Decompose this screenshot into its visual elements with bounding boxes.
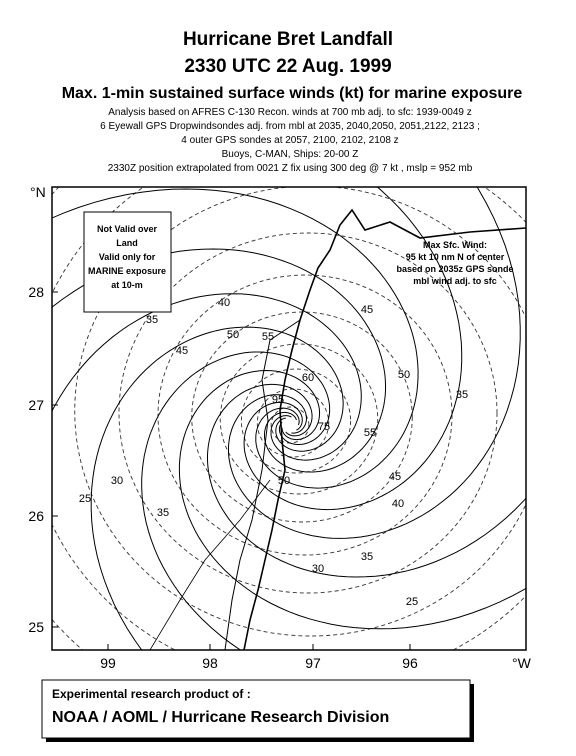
- notes: Analysis based on AFRES C-130 Recon. win…: [100, 107, 480, 174]
- coastline: [243, 208, 526, 650]
- coastline: [224, 319, 301, 650]
- lon-tick-label: 97: [305, 655, 321, 671]
- warning: Not Valid over Land Valid only for MARINE e…: [88, 224, 166, 290]
- warning-line: Land: [116, 238, 138, 248]
- streamline: [178, 369, 526, 630]
- lon-tick-label: 98: [202, 655, 218, 671]
- streamline: [52, 248, 386, 473]
- axes: 28 27 26 25 99 98 97 96: [28, 284, 418, 671]
- note-line: 6 Eyewall GPS Dropwindsondes adj. from m…: [100, 121, 480, 132]
- note-line: Buoys, C-MAN, Ships: 20-00 Z: [222, 149, 359, 160]
- warning-line: Not Valid over: [97, 224, 158, 234]
- subtitle: Max. 1-min sustained surface winds (kt) …: [62, 85, 523, 102]
- contour-label: 25: [79, 493, 91, 505]
- contour-label: 55: [364, 427, 376, 439]
- contour-label: 45: [176, 345, 188, 357]
- warning-line: Valid only for: [99, 252, 156, 262]
- footer-shadow: [46, 738, 474, 742]
- contour-label: 45: [389, 471, 401, 483]
- footer-shadow: [470, 684, 474, 742]
- contour-label: 45: [361, 304, 373, 316]
- contour-label: 35: [456, 389, 468, 401]
- lon-tick-label: 99: [100, 655, 116, 671]
- contour-labels: 35 40 50 45 55 45 50 35 60 95 75 55 45 40 50 35 30 25 35 30…: [79, 297, 468, 608]
- lat-tick-label: 26: [28, 508, 44, 524]
- footer-line2: NOAA / AOML / Hurricane Research Divisio…: [52, 709, 389, 726]
- lon-tick-label: 96: [402, 655, 418, 671]
- streamline: [207, 383, 526, 578]
- road: [149, 479, 271, 650]
- max-wind-line: mbl wind adj. to sfc: [413, 276, 497, 286]
- contour-label: 35: [361, 551, 373, 563]
- contour-label: 50: [278, 475, 290, 487]
- contour-label: 50: [398, 369, 410, 381]
- isotach: [74, 187, 526, 637]
- contour-label: 55: [262, 331, 274, 343]
- isotach: [219, 343, 379, 495]
- contour-label: 75: [318, 421, 330, 433]
- contour-label: 40: [392, 498, 404, 510]
- lat-tick-label: 27: [28, 397, 44, 413]
- contour-label: 30: [111, 475, 123, 487]
- isotach: [157, 274, 453, 556]
- contour-label: 30: [312, 563, 324, 575]
- streamline: [52, 293, 362, 461]
- warning-line: MARINE exposure: [88, 266, 166, 276]
- footer-line1: Experimental research product of :: [52, 687, 251, 701]
- lat-unit: °N: [30, 184, 46, 200]
- title: Hurricane Bret Landfall: [183, 29, 393, 50]
- streamline: [141, 351, 331, 650]
- max-wind-note: Max Sfc. Wind: 95 kt 10 nm N of center bas…: [396, 240, 513, 286]
- streamline: [228, 187, 521, 539]
- contour-label: 25: [406, 596, 418, 608]
- max-wind-line: based on 2035z GPS sonde: [396, 264, 513, 274]
- lat-tick-label: 25: [28, 619, 44, 635]
- note-line: Analysis based on AFRES C-130 Recon. win…: [108, 107, 472, 118]
- lon-unit: °W: [512, 655, 532, 671]
- contour-label: 35: [146, 314, 158, 326]
- isotach: [240, 368, 352, 474]
- contour-label: 95: [272, 394, 284, 406]
- warning-line: at 10-m: [111, 280, 143, 290]
- lat-tick-label: 28: [28, 284, 44, 300]
- note-line: 2330Z position extrapolated from 0021 Z …: [108, 163, 473, 174]
- warning-box: [83, 211, 172, 313]
- contour-label: 60: [302, 372, 314, 384]
- contour-label: 40: [218, 297, 230, 309]
- streamline: [52, 188, 419, 489]
- isotach: [118, 232, 498, 594]
- time: 2330 UTC 22 Aug. 1999: [184, 56, 391, 77]
- note-line: 4 outer GPS sondes at 2057, 2100, 2102, …: [181, 135, 398, 146]
- contour-label: 50: [227, 329, 239, 341]
- contour-label: 35: [157, 507, 169, 519]
- max-wind-line: Max Sfc. Wind:: [423, 240, 487, 250]
- footer-box: [41, 679, 471, 739]
- map-frame: [51, 186, 527, 651]
- streamline: [90, 326, 344, 650]
- streamline: [243, 187, 463, 511]
- map-layer: [52, 187, 526, 650]
- max-wind-line: 95 kt 10 nm N of center: [406, 252, 505, 262]
